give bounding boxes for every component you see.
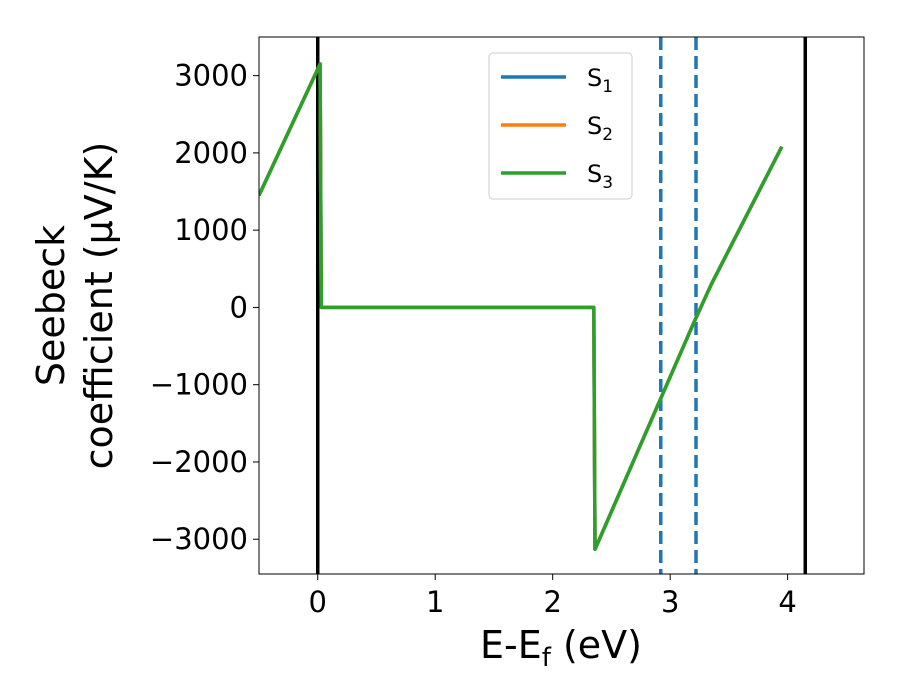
vertical-reference-lines xyxy=(315,37,808,574)
y-tick-label-4: −1000 xyxy=(150,368,248,402)
x-axis-label: E-Ef (eV) xyxy=(480,623,642,673)
x-tick-label-4: 4 xyxy=(778,585,796,619)
legend: S1 S2 S3 xyxy=(488,52,633,200)
y-tick-label-0: 3000 xyxy=(174,59,248,93)
x-axis-ticks: 0 1 2 3 4 xyxy=(309,574,797,619)
legend-label-3: S3 xyxy=(587,160,613,193)
y-tick-label-3: 0 xyxy=(230,290,248,324)
series-lines xyxy=(259,62,784,552)
x-tick-label-2: 2 xyxy=(543,585,561,619)
y-axis-label: Seebeck xyxy=(29,225,73,386)
y-tick-label-5: −2000 xyxy=(150,445,248,479)
y-tick-label-1: 2000 xyxy=(174,136,248,170)
y-axis-label-line2: coefficient (μV/K) xyxy=(77,142,121,470)
series-line-3 xyxy=(259,62,784,552)
x-tick-label-0: 0 xyxy=(309,585,327,619)
plot-frame xyxy=(258,36,865,575)
x-tick-label-1: 1 xyxy=(426,585,444,619)
y-axis-label-line1: Seebeck xyxy=(29,225,73,386)
y-tick-label-2: 1000 xyxy=(174,213,248,247)
y-tick-label-6: −3000 xyxy=(150,522,248,556)
x-tick-label-3: 3 xyxy=(661,585,679,619)
legend-label-1: S1 xyxy=(587,64,613,97)
y-axis-ticks: 3000 2000 1000 0 −1000 −2000 −3000 xyxy=(150,59,259,556)
legend-label-2: S2 xyxy=(587,112,613,145)
y-axis-label-2: coefficient (μV/K) xyxy=(77,142,121,470)
